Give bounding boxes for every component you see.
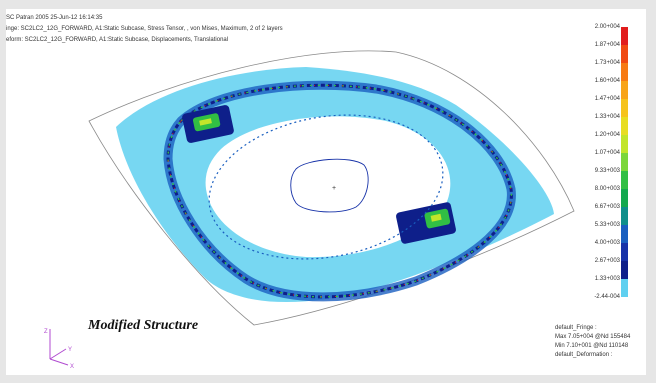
plot-caption: Modified Structure [88, 318, 199, 333]
legend-tick-label: 1.33+003 [594, 276, 620, 282]
center-marker: + [332, 185, 336, 192]
legend-tick-label: 1.33+004 [594, 114, 620, 120]
result-footer: default_Fringe : Max 7.05+004 @Nd 155484… [555, 324, 630, 360]
legend-swatch [621, 207, 628, 225]
legend-tick-label: 8.00+003 [594, 186, 620, 192]
legend-swatch [621, 261, 628, 279]
legend-tick-label: 1.60+004 [594, 78, 620, 84]
viewport[interactable]: SC Patran 2005 25-Jun-12 16:14:35 inge: … [6, 9, 646, 375]
legend-swatch [621, 171, 628, 189]
legend-tick-label: 1.07+004 [594, 150, 620, 156]
inner-dashed-ring [208, 114, 444, 260]
legend-swatch [621, 243, 628, 261]
legend-tick-label: 1.47+004 [594, 96, 620, 102]
legend-swatch [621, 99, 628, 117]
legend-swatch [621, 153, 628, 171]
axis-z-label: Z [44, 329, 48, 335]
footer-deformation: default_Deformation : [555, 352, 613, 358]
legend-tick-label: -2.44-004 [594, 294, 620, 300]
legend-tick-label: 2.67+003 [594, 258, 620, 264]
legend-swatch [621, 117, 628, 135]
hotspot-upper-left [182, 105, 234, 143]
axis-triad: Z Y X [44, 329, 74, 369]
footer-fringe: default_Fringe : [555, 325, 597, 331]
inner-white-region [205, 116, 451, 258]
legend-tick-label: 1.73+004 [594, 60, 620, 66]
legend-swatch [621, 135, 628, 153]
header-line-3: eform: SC2LC2_12G_FORWARD, A1:Static Sub… [6, 37, 229, 43]
legend-tick-label: 5.33+003 [594, 222, 620, 228]
footer-min: Min 7.10+001 @Nd 110148 [555, 343, 629, 349]
legend-tick-label: 1.20+004 [594, 132, 620, 138]
legend-tick-label: 4.00+003 [594, 240, 620, 246]
result-header: SC Patran 2005 25-Jun-12 16:14:35 inge: … [6, 13, 426, 46]
legend-tick-label: 6.67+003 [594, 204, 620, 210]
legend-swatch [621, 81, 628, 99]
center-cutout [290, 158, 369, 213]
header-line-2: inge: SC2LC2_12G_FORWARD, A1:Static Subc… [6, 26, 283, 32]
footer-max: Max 7.05+004 @Nd 155484 [555, 334, 631, 340]
legend-swatch [621, 45, 628, 63]
legend-tick-label: 2.00+004 [594, 24, 620, 30]
stress-fringe-plot[interactable]: + [6, 9, 646, 375]
axis-x-label: X [70, 364, 74, 369]
legend-tick-label: 1.87+004 [594, 42, 620, 48]
header-line-1: SC Patran 2005 25-Jun-12 16:14:35 [6, 15, 103, 21]
legend-swatch [621, 27, 628, 45]
hotspot-lower-right [396, 202, 456, 244]
axis-y-label: Y [68, 347, 72, 353]
legend-swatch [621, 63, 628, 81]
color-legend: 2.00+004 1.87+004 1.73+004 1.60+004 1.47+004… [592, 23, 644, 313]
legend-swatch [621, 189, 628, 207]
legend-tick-label: 9.33+003 [594, 168, 620, 174]
legend-swatch [621, 279, 628, 297]
legend-swatch [621, 225, 628, 243]
